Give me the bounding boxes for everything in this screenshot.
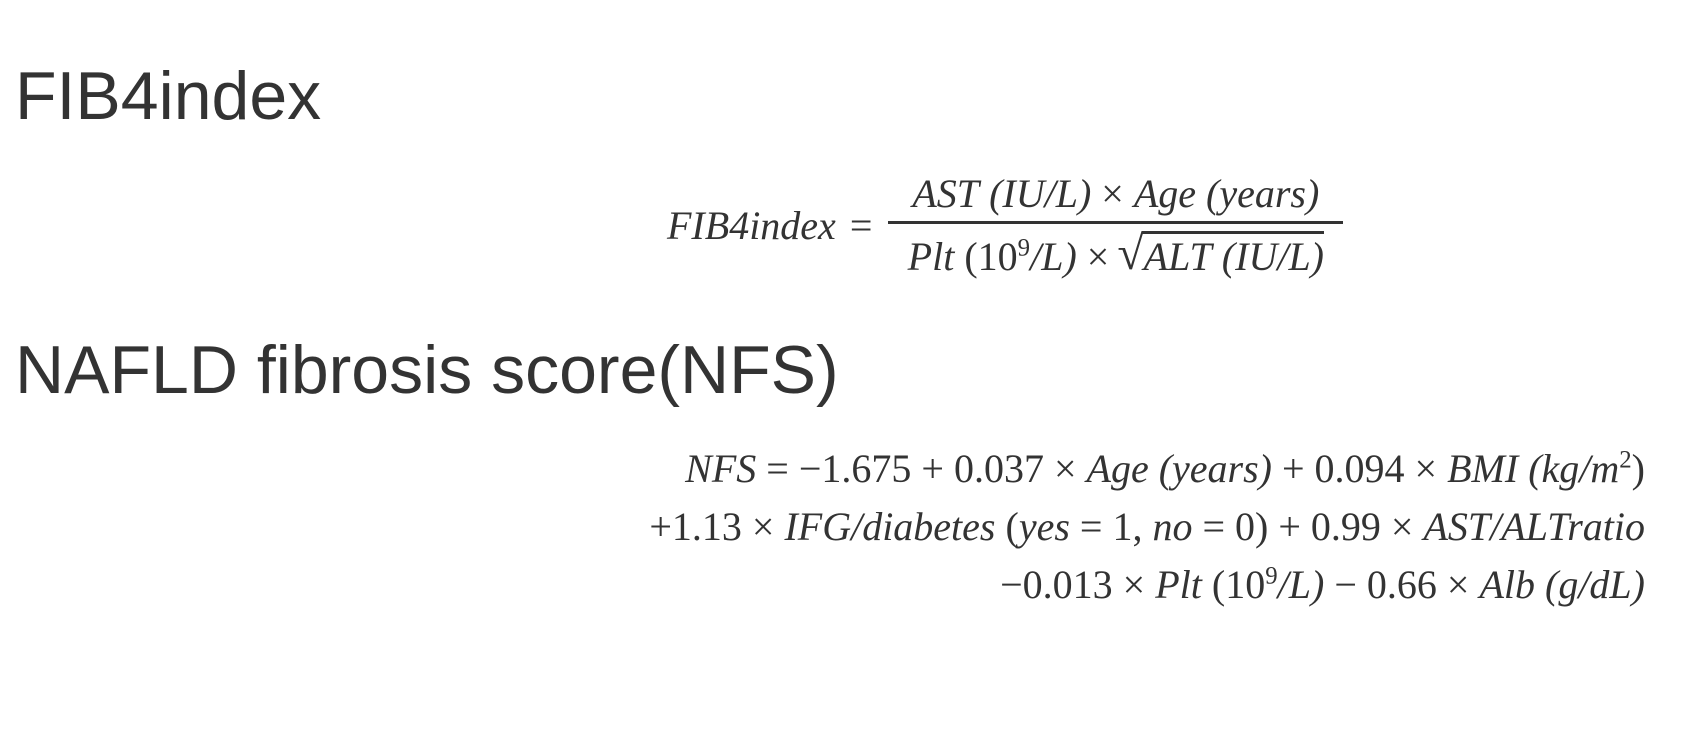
plt-unit-open: (10 <box>1201 562 1266 607</box>
age-variable: Age <box>1133 170 1197 216</box>
plt-unit-close: /L) <box>1277 562 1325 607</box>
alb-coefficient: − 0.66 × <box>1324 562 1480 607</box>
ast-variable: AST <box>912 170 980 216</box>
ratio-coefficient: + 0.99 × <box>1268 504 1424 549</box>
nfs-equation-line-1: NFS = −1.675 + 0.037 × Age (years) + 0.0… <box>649 440 1645 498</box>
yes-value: = 1, <box>1069 504 1153 549</box>
times-sign: × <box>1086 233 1110 279</box>
nfs-equation-line-2: +1.13 × IFG/diabetes (yes = 1, no = 0) +… <box>649 498 1645 556</box>
alb-unit: (g/dL) <box>1535 562 1645 607</box>
bmi-variable: BMI <box>1447 446 1519 491</box>
radicand: ALT (IU/L) <box>1141 230 1325 279</box>
nfs-line1-bmi-coefficient: + 0.094 × <box>1271 446 1448 491</box>
bmi-unit-open: (kg/m <box>1518 446 1620 491</box>
fib4-denominator: Plt (109/L) × √ ALT (IU/L) <box>904 224 1328 278</box>
nfs-equation-lhs: NFS <box>685 446 757 491</box>
alt-variable: ALT <box>1143 233 1212 279</box>
no-value: = 0) <box>1192 504 1269 549</box>
plt-variable: Plt <box>1155 562 1202 607</box>
plt-coefficient: −0.013 × <box>1000 562 1156 607</box>
fib4-heading: FIB4index <box>15 58 322 134</box>
plt-unit-exponent: 9 <box>1265 562 1278 590</box>
fraction-bar <box>888 220 1344 224</box>
bmi-unit-exponent: 2 <box>1619 446 1632 474</box>
plt-unit-close: /L) <box>1030 233 1077 279</box>
times-sign: × <box>1101 170 1124 216</box>
plt-unit: (109/L) <box>964 233 1077 279</box>
nfs-heading: NAFLD fibrosis score(NFS) <box>15 332 839 408</box>
plt-variable: Plt <box>907 233 955 279</box>
square-root: √ ALT (IU/L) <box>1117 226 1325 280</box>
yes-label: yes <box>1018 504 1070 549</box>
plt-unit-exponent: 9 <box>1017 234 1031 262</box>
nfs-line1-constant: = −1.675 + 0.037 × <box>766 446 1087 491</box>
ast-unit: (IU/L) <box>989 170 1092 216</box>
no-label: no <box>1152 504 1193 549</box>
fib4-numerator: AST (IU/L) × Age (years) <box>888 170 1343 221</box>
ifg-open-paren: ( <box>995 504 1019 549</box>
fib4-equation: FIB4index = AST (IU/L) × Age (years) Plt… <box>667 165 1344 285</box>
equals-sign: = <box>849 202 873 248</box>
fib4-fraction: AST (IU/L) × Age (years) Plt (109/L) × √… <box>888 170 1344 278</box>
bmi-unit-close: ) <box>1631 446 1645 491</box>
alb-variable: Alb <box>1479 562 1535 607</box>
fib4-equation-lhs: FIB4index <box>667 202 836 248</box>
age-unit: (years) <box>1148 446 1272 491</box>
alt-unit: (IU/L) <box>1221 233 1325 279</box>
age-variable: Age <box>1086 446 1149 491</box>
age-unit: (years) <box>1206 170 1320 216</box>
ifg-diabetes-variable: IFG/diabetes <box>784 504 996 549</box>
nfs-equation: NFS = −1.675 + 0.037 × Age (years) + 0.0… <box>649 440 1645 614</box>
ifg-coefficient: +1.13 × <box>649 504 785 549</box>
radical-icon: √ <box>1117 226 1144 280</box>
nfs-equation-line-3: −0.013 × Plt (109/L) − 0.66 × Alb (g/dL) <box>649 556 1645 614</box>
plt-unit-open: (10 <box>964 233 1018 279</box>
ast-alt-ratio-variable: AST/ALTratio <box>1423 504 1645 549</box>
